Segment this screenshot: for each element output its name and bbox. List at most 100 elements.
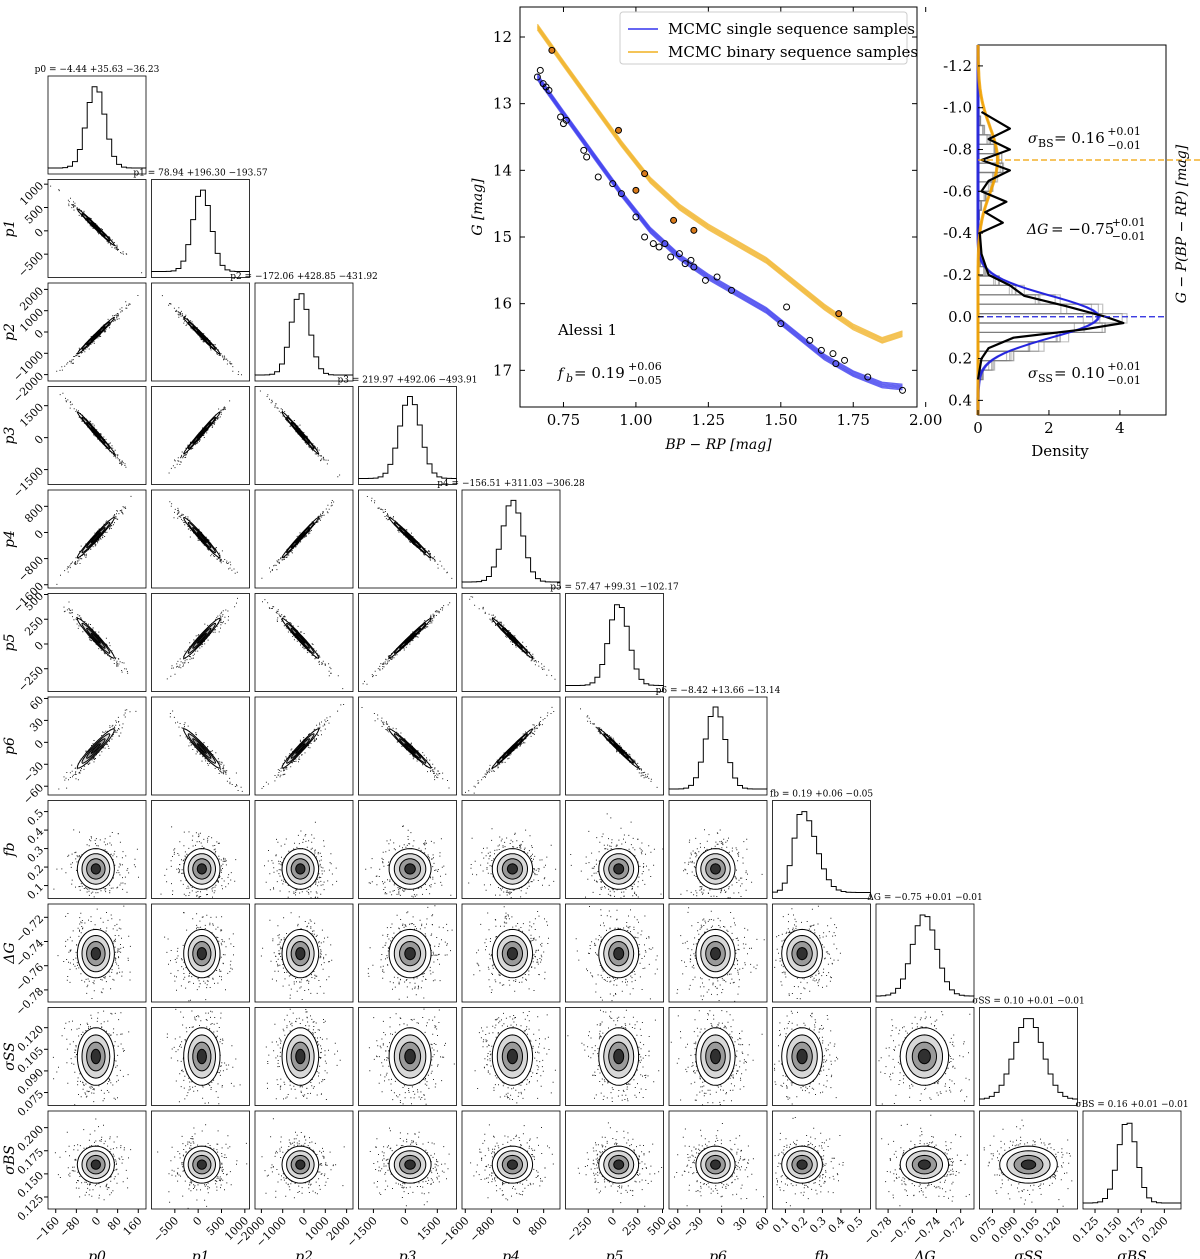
annotation-err-down: −0.01 [1107, 139, 1141, 152]
corner-panel-p3-p0: −1500 0 1500p3 [2, 387, 146, 501]
y-tick-label: 0.3 [25, 844, 47, 866]
y-axis-label-p6: p6 [2, 737, 18, 755]
histogram-sSS [980, 1019, 1078, 1100]
cmd-y-tick-label: 16 [493, 295, 512, 313]
histogram-title-p5: p5 = 57.47 +99.31 −102.17 [550, 583, 679, 593]
corner-panel-p3-p2 [255, 387, 353, 485]
density-y-tick-label: -1.2 [943, 57, 972, 75]
y-axis-label-p3: p3 [2, 426, 18, 444]
corner-panel-p6-p2 [255, 697, 353, 795]
corner-panel-p6-p1 [152, 697, 250, 795]
contour-level [405, 1049, 416, 1063]
corner-panel-p6-p4 [462, 697, 560, 795]
corner-panel-p2-p1 [152, 283, 250, 381]
cmd-y-tick-label: 13 [493, 95, 512, 113]
corner-panel-sSS-dG [876, 1008, 974, 1106]
histogram-p4 [462, 500, 560, 582]
x-axis-label-p4: p4 [502, 1249, 520, 1259]
histogram-p3 [359, 397, 457, 479]
corner-panel-p5-p0: −2500250500p5 [2, 590, 146, 695]
contour-level [614, 948, 624, 960]
x-axis-label-dG: ΔG [913, 1249, 935, 1259]
x-tick-label: −800 [467, 1214, 498, 1245]
x-tick-label: 0 [510, 1214, 524, 1228]
contour-level [507, 1049, 517, 1063]
histogram-title-dG: ΔG = −0.75 +0.01 −0.01 [867, 893, 982, 903]
contour-level [91, 1160, 100, 1169]
corner-panel-p6-p6: p6 = −8.42 +13.66 −13.14 [656, 686, 781, 795]
density-panel: -1.2-1.0-0.8-0.6-0.4-0.20.00.20.40 2 4Dens… [943, 45, 1200, 460]
cmd-x-tick-label: 1.75 [837, 411, 870, 429]
x-tick-label: 0.4 [826, 1214, 848, 1236]
contour-level [797, 948, 807, 960]
corner-panel-sSS-p3 [359, 1008, 457, 1106]
corner-panel-p5-p2 [255, 594, 353, 692]
histogram-title-p1: p1 = 78.94 +196.30 −193.57 [133, 169, 268, 179]
annotation-err-down: −0.01 [1107, 374, 1141, 387]
cmd-x-tick-label: 1.25 [692, 411, 725, 429]
x-tick-label: 0.5 [844, 1214, 866, 1236]
corner-panel-p2-p2: p2 = −172.06 +428.85 −431.92 [230, 272, 378, 381]
corner-panel-sBS-sBS: σBS = 0.16 +0.01 −0.010.1250.1500.1750.2… [1070, 1100, 1189, 1259]
annotation-subscript: BS [1038, 137, 1054, 150]
y-axis-label-p4: p4 [2, 530, 18, 548]
annotation-symbol: ΔG [1026, 222, 1048, 238]
x-tick-label: −1600 [436, 1214, 472, 1250]
x-tick-label: 0.2 [789, 1214, 811, 1236]
corner-panel-p1-p1: p1 = 78.94 +196.30 −193.57 [133, 169, 268, 278]
x-axis-label-sBS: σBS [1117, 1249, 1146, 1259]
corner-panel-sSS-fb [773, 1008, 871, 1106]
panel-frame [876, 904, 974, 1002]
corner-panel-dG-p3 [359, 904, 457, 1002]
y-axis-label-sBS: σBS [2, 1145, 18, 1174]
histogram-dG [876, 915, 974, 996]
corner-panel-p4-p0: −1600−8000800p4 [2, 490, 146, 615]
contour-level [614, 1160, 624, 1169]
density-y-tick-label: -1.0 [943, 99, 972, 117]
contour-level [711, 948, 721, 960]
corner-panel-dG-p1 [152, 904, 250, 1002]
y-tick-label: 0.2 [25, 862, 47, 884]
cmd-y-tick-label: 15 [493, 228, 512, 246]
x-tick-label: 1000 [303, 1214, 332, 1243]
y-tick-label: 0 [32, 327, 46, 341]
x-tick-label: −80 [57, 1214, 83, 1240]
x-tick-label: 0.1 [770, 1214, 792, 1236]
corner-panel-fb-p4 [462, 801, 560, 899]
y-tick-label: −500 [16, 249, 47, 280]
corner-panel-dG-p0: −0.78−0.76−0.74−0.72ΔG [2, 904, 146, 1018]
x-tick-label: −1500 [344, 1214, 380, 1250]
histogram-title-p0: p0 = −4.44 +35.63 −36.23 [35, 65, 160, 75]
y-tick-label: 0 [32, 528, 46, 542]
binary-star-point [633, 187, 639, 193]
contour-level [296, 864, 305, 874]
corner-panel-sBS-p2: −2000−1000 010002000p2 [232, 1111, 353, 1259]
x-tick-label: 30 [731, 1214, 750, 1233]
x-tick-label: 60 [753, 1214, 772, 1233]
x-axis-label-p6: p6 [709, 1249, 727, 1259]
fb-subscript: b [566, 372, 573, 385]
panel-frame [980, 1008, 1078, 1106]
y-tick-label: 2000 [17, 284, 46, 313]
panel-frame [462, 697, 560, 795]
corner-panel-sSS-p2 [255, 1008, 353, 1106]
corner-panel-sSS-p1 [152, 1008, 250, 1106]
corner-panel-dG-p2 [255, 904, 353, 1002]
annotation-err-down: −0.01 [1112, 230, 1146, 243]
cmd-x-tick-label: 1.50 [764, 411, 797, 429]
annotation-value: = −0.75 [1051, 220, 1114, 238]
contour-level [507, 1160, 517, 1169]
annotation-err-up: +0.01 [1112, 216, 1146, 229]
x-axis-label-p5: p5 [606, 1249, 624, 1259]
density-x-tick-label: 2 [1044, 419, 1054, 437]
corner-panel-sSS-sSS: σSS = 0.10 +0.01 −0.01 [972, 997, 1085, 1106]
x-axis-label-sSS: σSS [1014, 1249, 1043, 1259]
annotation-symbol: σ [1028, 131, 1038, 147]
y-tick-label: 0 [32, 226, 46, 240]
x-axis-label-fb: fb [813, 1249, 828, 1259]
x-tick-label: 0 [714, 1214, 728, 1228]
corner-panel-p3-p3: p3 = 219.97 +492.06 −493.91 [337, 376, 477, 485]
x-tick-label: −250 [564, 1214, 595, 1245]
fb-value: = 0.19 [574, 364, 625, 382]
x-axis-label-p1: p1 [192, 1249, 210, 1259]
